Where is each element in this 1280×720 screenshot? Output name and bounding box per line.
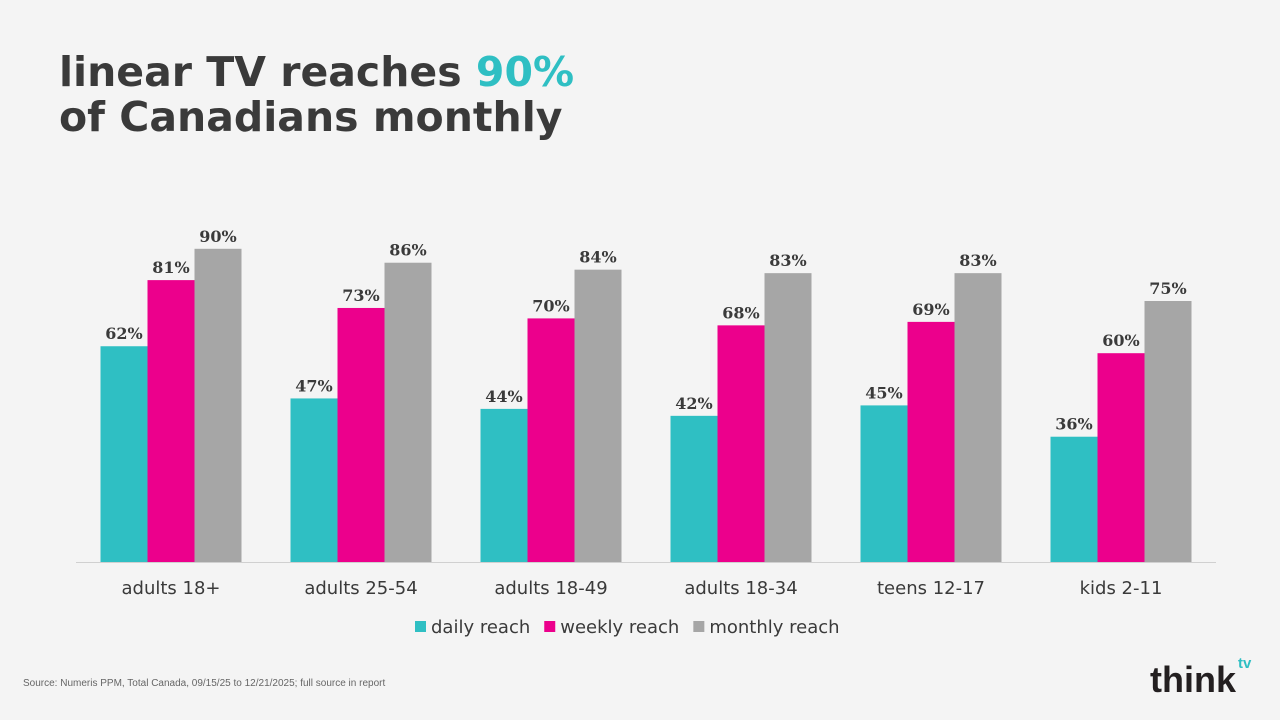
legend-swatch [544,621,556,632]
title-line2: of Canadians monthly [59,93,563,141]
bar-daily-reach [1050,436,1098,562]
data-label: 36% [1055,415,1092,434]
data-label: 45% [865,383,902,402]
data-label: 83% [769,251,806,270]
bar-weekly-reach [907,321,955,562]
legend-label: monthly reach [709,617,839,638]
thinktv-logo: think tv [1150,656,1251,700]
bar-daily-reach [480,408,528,562]
bar-monthly-reach [384,262,432,562]
title-line1: linear TV reaches [59,48,476,96]
x-tick-label: adults 18-49 [494,578,607,599]
bar-weekly-reach [527,318,575,562]
bar-daily-reach [290,398,338,562]
bar-weekly-reach [717,325,765,562]
bar-daily-reach [670,415,718,562]
bar-weekly-reach [337,307,385,562]
legend-swatch [693,621,705,632]
bar-monthly-reach [1144,301,1192,562]
bar-weekly-reach [1097,353,1145,562]
legend-label: daily reach [431,617,530,638]
bar-monthly-reach [574,269,622,562]
data-label: 83% [959,251,996,270]
bar-monthly-reach [764,273,812,562]
data-label: 90% [199,227,236,246]
logo-superscript: tv [1238,655,1252,672]
data-label: 70% [532,296,569,315]
bar-daily-reach [860,405,908,562]
data-label: 73% [342,286,379,305]
x-tick-label: adults 25-54 [304,578,417,599]
bar-monthly-reach [194,248,242,563]
x-tick-label: kids 2-11 [1080,578,1163,599]
legend-label: weekly reach [560,617,679,638]
x-tick-label: teens 12-17 [877,578,985,599]
legend-swatch [415,621,426,632]
data-label: 42% [675,394,712,413]
x-tick-label: adults 18+ [121,578,220,599]
x-tick-label: adults 18-34 [684,578,797,599]
data-label: 68% [722,303,759,322]
data-label: 62% [105,324,142,343]
data-label: 44% [485,387,522,406]
data-label: 47% [295,376,332,395]
data-label: 75% [1149,279,1186,298]
data-label: 60% [1102,331,1139,350]
chart-title: linear TV reaches 90% of Canadians monthl… [59,50,574,140]
data-label: 69% [912,300,949,319]
bar-daily-reach [100,346,148,562]
data-label: 81% [152,258,189,277]
source-note: Source: Numeris PPM, Total Canada, 09/15… [23,678,386,689]
title-accent: 90% [475,48,575,96]
bar-weekly-reach [147,280,195,562]
data-label: 86% [389,241,426,260]
bar-monthly-reach [954,273,1002,562]
logo-text: think [1150,659,1236,700]
data-label: 84% [579,248,616,267]
